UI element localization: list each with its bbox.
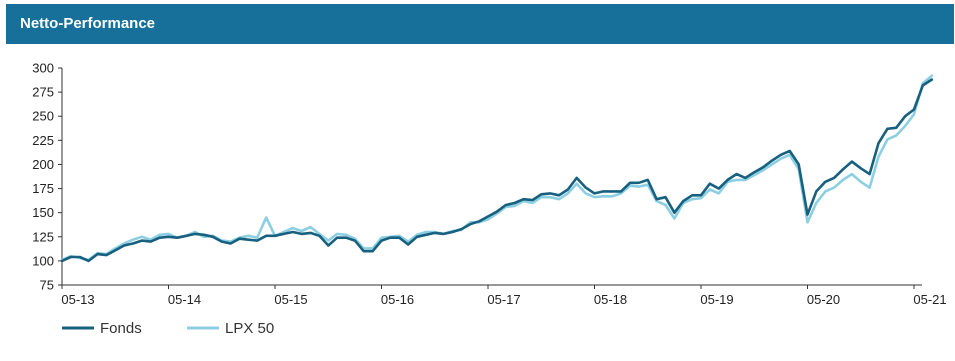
- chart-title: Netto-Performance: [20, 15, 156, 32]
- y-tick-label: 125: [32, 229, 54, 244]
- y-tick-label: 300: [32, 61, 54, 76]
- y-axis: 300 275 250 225 200 175 150 125 100 75: [32, 61, 63, 293]
- legend-item-fonds: Fonds: [62, 320, 142, 337]
- y-tick-label: 225: [32, 133, 54, 148]
- x-tick-label: 05-19: [700, 292, 733, 307]
- x-tick-label: 05-18: [594, 292, 627, 307]
- y-tick-label: 275: [32, 85, 54, 100]
- x-tick-label: 05-13: [61, 292, 94, 307]
- x-tick-label: 05-17: [487, 292, 520, 307]
- x-tick-label: 05-21: [913, 292, 946, 307]
- legend-label: Fonds: [100, 320, 142, 337]
- y-tick-label: 150: [32, 205, 54, 220]
- legend-item-lpx-50: LPX 50: [187, 320, 274, 337]
- chart-header: Netto-Performance: [6, 4, 954, 44]
- x-tick-label: 05-15: [274, 292, 307, 307]
- legend-label: LPX 50: [225, 320, 274, 337]
- series-line-lpx-50: [60, 74, 934, 262]
- x-tick-label: 05-20: [807, 292, 840, 307]
- x-axis: 05-13 05-14 05-15 05-16 05-17 05-18 05-19 05-20…: [61, 284, 947, 307]
- series-lines: [60, 74, 934, 263]
- x-tick-label: 05-14: [168, 292, 201, 307]
- y-tick-label: 200: [32, 157, 54, 172]
- y-tick-label: 250: [32, 109, 54, 124]
- y-tick-label: 100: [32, 253, 54, 268]
- y-tick-label: 75: [40, 278, 54, 293]
- x-tick-label: 05-16: [381, 292, 414, 307]
- series-line-fonds: [60, 78, 934, 263]
- y-tick-label: 175: [32, 181, 54, 196]
- legend: Fonds LPX 50: [62, 320, 274, 337]
